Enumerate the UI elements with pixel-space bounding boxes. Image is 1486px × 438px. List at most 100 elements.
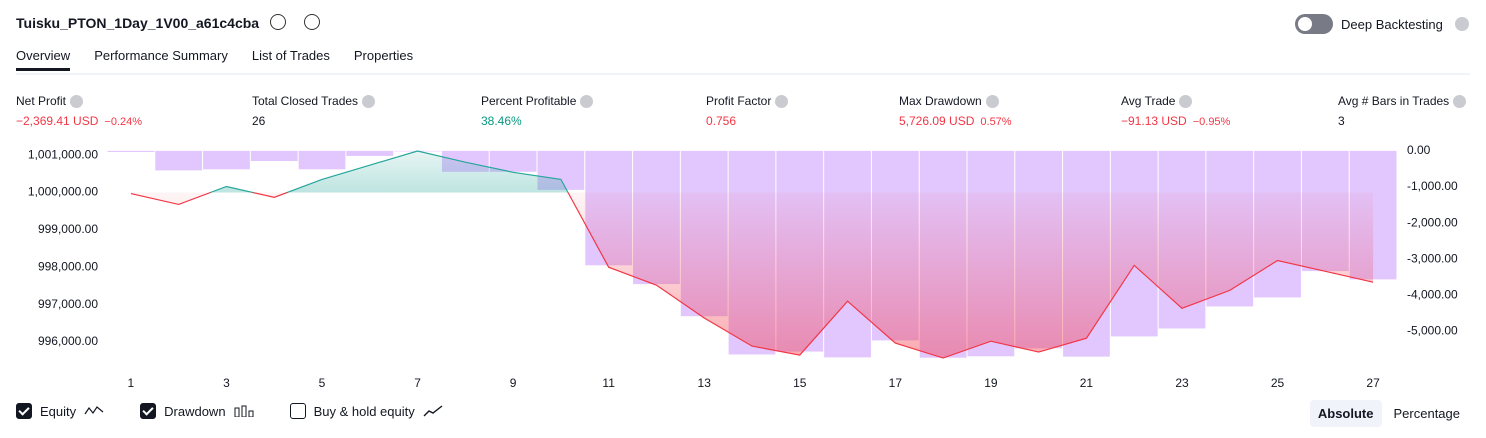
y2-tick-label: -3,000.00 xyxy=(1407,251,1458,265)
control[interactable]: Drawdown xyxy=(140,403,254,419)
metric-label-row: Net Profit xyxy=(16,94,142,108)
metric-label-row: Total Closed Trades xyxy=(252,94,376,108)
metric-value-row: 26 xyxy=(252,114,375,128)
info-icon[interactable] xyxy=(775,94,789,108)
metric: Percent Profitable 38.46% xyxy=(481,94,594,128)
info-icon[interactable] xyxy=(985,94,999,108)
metric-percent: −0.95% xyxy=(1192,116,1231,128)
control-icon xyxy=(84,406,104,415)
mode[interactable]: Percentage xyxy=(1393,406,1461,421)
tab[interactable]: Properties xyxy=(353,48,414,63)
metric-value: 0.756 xyxy=(706,114,737,128)
info-icon[interactable] xyxy=(1453,94,1467,108)
deep-backtesting-toggle[interactable] xyxy=(1295,14,1333,34)
toggle-label: Deep Backtesting xyxy=(1341,17,1443,32)
info-icon[interactable] xyxy=(580,94,594,108)
metric-value: −91.13 USD xyxy=(1121,114,1187,128)
metric-value-row: −91.13 USD −0.95% xyxy=(1121,114,1230,128)
y-tick-label: 996,000.00 xyxy=(38,334,98,348)
x-tick-label: 5 xyxy=(319,376,326,390)
y2-tick-label: -5,000.00 xyxy=(1407,324,1458,338)
tabs: Overview Performance Summary List of Trade… xyxy=(16,48,413,71)
metric-percent: −0.24% xyxy=(104,116,143,128)
drawdown-bar xyxy=(250,150,298,161)
info-icon[interactable] xyxy=(362,94,376,108)
metric-label: Net Profit xyxy=(16,94,67,108)
alert-icon[interactable] xyxy=(304,14,320,30)
x-tick-label: 7 xyxy=(414,376,421,390)
metric-value: 3 xyxy=(1338,114,1345,128)
control-icon xyxy=(423,405,443,417)
y2-tick-label: 0.00 xyxy=(1407,143,1431,157)
x-tick-label: 21 xyxy=(1080,376,1094,390)
control-label: Drawdown xyxy=(164,403,226,419)
control[interactable]: Buy & hold equity xyxy=(289,403,443,419)
metric: Avg Trade −91.13 USD −0.95% xyxy=(1121,94,1230,128)
y-tick-label: 999,000.00 xyxy=(38,222,98,236)
control-label: Buy & hold equity xyxy=(313,403,415,419)
metric-percent: 0.57% xyxy=(980,116,1012,128)
x-tick-label: 11 xyxy=(602,376,615,390)
metric: Total Closed Trades 26 xyxy=(252,94,376,128)
metric-value: −2,369.41 USD xyxy=(16,114,99,128)
y-tick-label: 1,001,000.00 xyxy=(28,147,98,161)
x-tick-label: 3 xyxy=(223,376,230,390)
info-icon[interactable] xyxy=(1179,94,1193,108)
control[interactable]: Equity xyxy=(16,403,104,419)
y2-tick-label: -4,000.00 xyxy=(1407,287,1458,301)
metric-label: Profit Factor xyxy=(706,94,772,108)
help-icon[interactable] xyxy=(1455,17,1469,31)
tab[interactable]: List of Trades xyxy=(251,48,330,63)
checkbox[interactable] xyxy=(140,403,157,419)
x-tick-label: 15 xyxy=(793,376,807,390)
metric-value-row: 3 xyxy=(1338,114,1466,128)
equity-line xyxy=(130,150,1374,359)
drawdown-bar xyxy=(203,150,250,170)
metric-label-row: Avg Trade xyxy=(1121,94,1230,108)
info-icon[interactable] xyxy=(70,94,84,108)
x-tick-label: 19 xyxy=(984,376,998,390)
metric-label: Percent Profitable xyxy=(481,94,577,108)
control-label: Equity xyxy=(40,403,77,419)
metric: Net Profit −2,369.41 USD −0.24% xyxy=(16,94,142,128)
metric-label: Avg # Bars in Trades xyxy=(1338,94,1450,108)
equity-area xyxy=(130,150,1374,359)
metric-value-row: 0.756 xyxy=(706,114,788,128)
metric-value: 26 xyxy=(252,114,266,128)
y-tick-label: 997,000.00 xyxy=(38,297,98,311)
checkbox[interactable] xyxy=(289,403,306,419)
drawdown-bar xyxy=(155,150,203,171)
y-tick-label: 1,000,000.00 xyxy=(28,185,98,199)
metric-label-row: Profit Factor xyxy=(706,94,789,108)
metric-value: 5,726.09 USD xyxy=(899,114,975,128)
drawdown-bar xyxy=(346,150,394,156)
metric-value: 38.46% xyxy=(481,114,522,128)
chart-controls: Equity Drawdown Buy & hold equity xyxy=(16,403,443,419)
drawdown-bar xyxy=(107,150,155,152)
x-tick-label: 13 xyxy=(698,376,712,390)
metric-label-row: Avg # Bars in Trades xyxy=(1338,94,1467,108)
drawdown-bar xyxy=(489,150,537,172)
metric-label: Total Closed Trades xyxy=(252,94,359,108)
drawdown-bar xyxy=(298,150,346,170)
checkbox[interactable] xyxy=(16,403,32,419)
x-tick-label: 1 xyxy=(128,376,135,390)
mode-switch: Absolute Percentage xyxy=(1309,400,1468,427)
x-tick-label: 25 xyxy=(1271,376,1285,390)
x-tick-label: 27 xyxy=(1366,376,1380,390)
tab[interactable]: Performance Summary xyxy=(94,48,228,63)
control-icon xyxy=(234,405,254,417)
x-tick-label: 9 xyxy=(510,376,517,390)
mode[interactable]: Absolute xyxy=(1309,400,1382,427)
settings-icon[interactable] xyxy=(270,14,286,30)
y-tick-label: 998,000.00 xyxy=(38,259,98,273)
x-tick-label: 17 xyxy=(889,376,903,390)
metric-label-row: Percent Profitable xyxy=(481,94,594,108)
strategy-title: Tuisku_PTON_1Day_1V00_a61c4cba xyxy=(16,15,260,31)
metric-value-row: 5,726.09 USD 0.57% xyxy=(899,114,1012,128)
metric: Max Drawdown 5,726.09 USD 0.57% xyxy=(899,94,1012,128)
tab[interactable]: Overview xyxy=(16,48,71,71)
metric: Avg # Bars in Trades 3 xyxy=(1338,94,1467,128)
